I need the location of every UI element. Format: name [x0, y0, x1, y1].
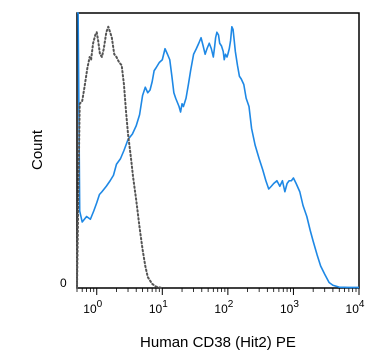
plot-frame — [76, 12, 360, 289]
x-tick-label-2: 102 — [214, 299, 233, 316]
x-axis-title: Human CD38 (Hit2) PE — [140, 334, 296, 351]
x-tick-label-4: 104 — [346, 299, 365, 316]
y-axis-title: Count — [29, 129, 46, 170]
x-tick-label-3: 103 — [280, 299, 299, 316]
series-layer — [76, 12, 359, 289]
x-tick-label-0: 100 — [83, 299, 102, 316]
x-axis-ticks: 100 101 102 103 104 — [76, 288, 365, 316]
dotted-histogram-line-1 — [76, 25, 164, 289]
y-tick-label-0: 0 — [60, 276, 67, 290]
x-tick-label-1: 101 — [149, 299, 168, 316]
solid-histogram-line-0 — [77, 12, 359, 289]
